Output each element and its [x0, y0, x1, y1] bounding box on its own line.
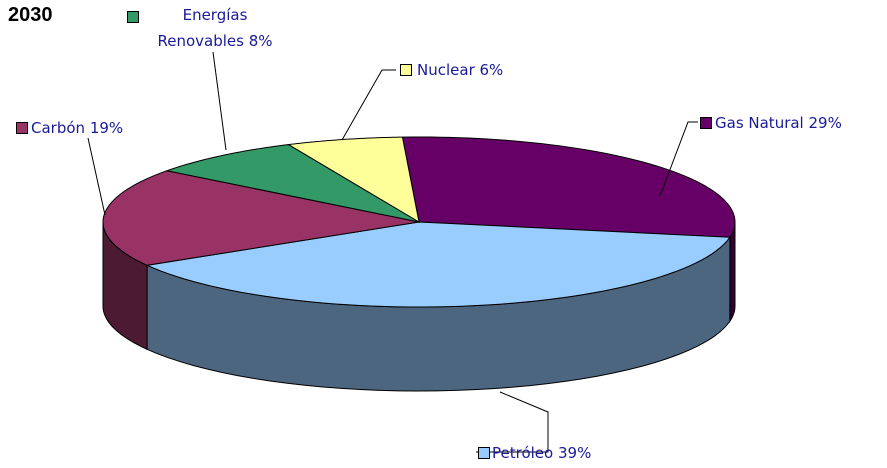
leader-line — [659, 121, 698, 197]
category-name: Petróleo — [492, 444, 554, 462]
legend-swatch — [16, 122, 28, 134]
data-label: Petróleo 39% — [492, 440, 591, 466]
data-label: Energías Renovables 8% — [140, 2, 290, 54]
leader-line — [87, 137, 106, 216]
slice — [287, 136, 420, 223]
legend-swatch — [400, 64, 412, 76]
value-label: 39% — [558, 444, 592, 462]
value-label: 8% — [248, 32, 273, 50]
legend-swatch — [127, 11, 139, 23]
data-label: Gas Natural 29% — [715, 110, 842, 136]
leader-line — [476, 391, 549, 453]
legend-swatch — [700, 117, 712, 129]
category-name: Energías Renovables — [157, 6, 248, 50]
slice — [145, 221, 731, 308]
category-name: Nuclear — [417, 61, 475, 79]
data-label: Carbón 19% — [31, 115, 123, 141]
chart-title: 2030 — [8, 4, 53, 26]
value-label: 19% — [89, 119, 124, 137]
category-name: Carbón — [31, 119, 86, 137]
legend-swatch — [478, 447, 490, 459]
leader-line — [212, 51, 227, 151]
pie — [102, 136, 736, 392]
value-label: 6% — [479, 61, 504, 79]
slice — [165, 144, 420, 223]
slice — [401, 136, 736, 238]
slice — [102, 170, 420, 266]
data-label: Nuclear 6% — [417, 57, 503, 83]
value-label: 29% — [808, 114, 842, 132]
leader-line — [341, 69, 396, 141]
category-name: Gas Natural — [715, 114, 804, 132]
